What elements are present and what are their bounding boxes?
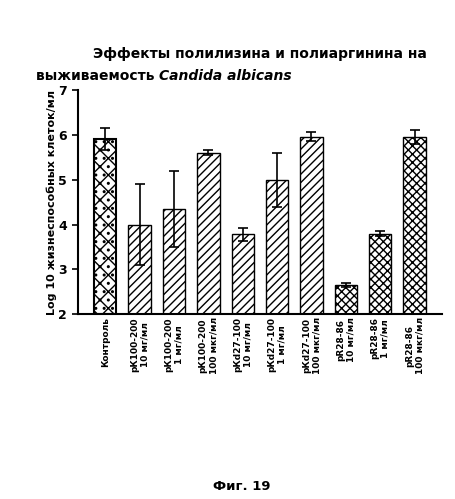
Bar — [128, 225, 151, 314]
Bar — [231, 235, 253, 314]
Text: Эффекты полилизина и полиаргинина на: Эффекты полилизина и полиаргинина на — [93, 46, 426, 61]
Bar — [334, 285, 356, 314]
Bar — [368, 234, 390, 314]
Text: Candida albicans: Candida albicans — [159, 69, 291, 83]
Bar — [94, 139, 116, 314]
Text: выживаемость: выживаемость — [36, 69, 159, 83]
Bar — [162, 209, 185, 314]
Bar — [265, 180, 288, 314]
Bar — [403, 137, 425, 314]
Bar — [197, 153, 219, 314]
Text: выживаемость Candida albicans: выживаемость Candida albicans — [131, 69, 387, 83]
Bar — [94, 139, 116, 314]
Bar — [300, 137, 322, 314]
Text: Фиг. 19: Фиг. 19 — [212, 480, 270, 493]
Y-axis label: Log 10 жизнеспособных клеток/мл: Log 10 жизнеспособных клеток/мл — [46, 90, 57, 314]
